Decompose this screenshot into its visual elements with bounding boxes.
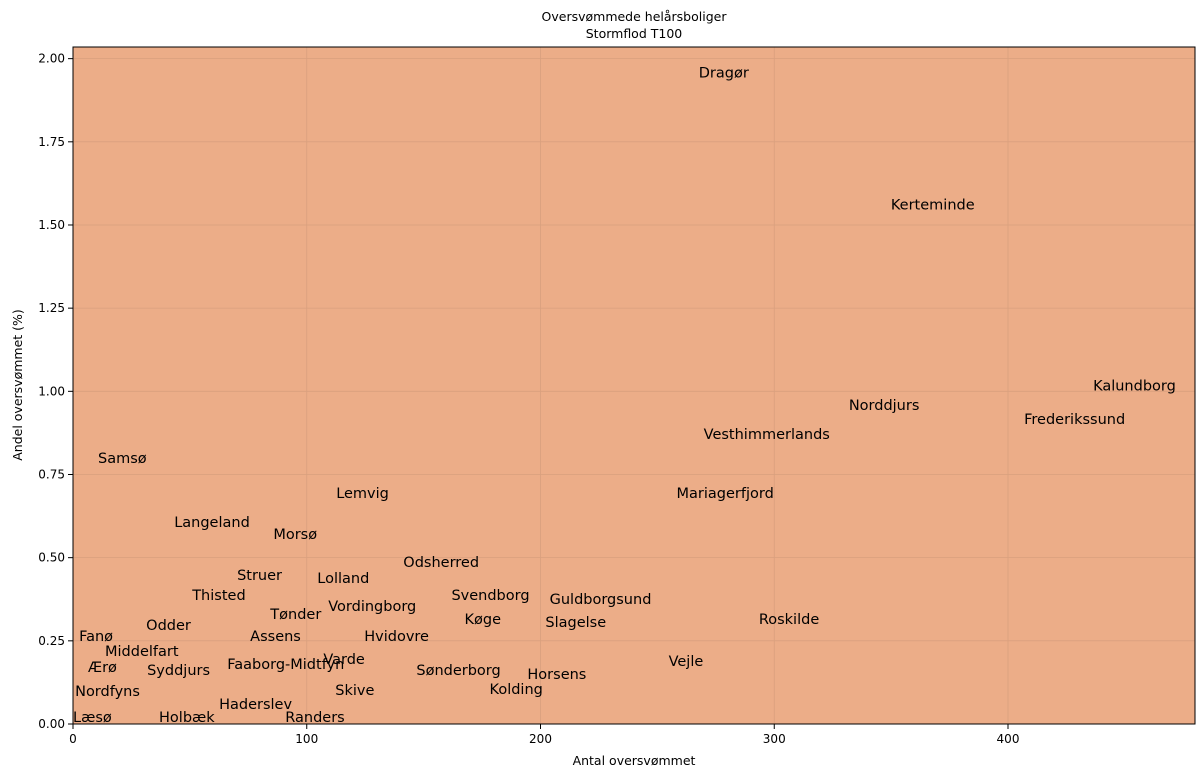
point-label: Varde <box>323 652 365 668</box>
point-label: Struer <box>237 568 282 584</box>
point-label: Guldborgsund <box>550 592 652 608</box>
point-label: Haderslev <box>219 697 292 713</box>
point-label: Køge <box>465 612 502 628</box>
point-label: Roskilde <box>759 612 820 628</box>
point-label: Fanø <box>79 629 113 645</box>
point-label: Syddjurs <box>147 663 210 679</box>
point-label: Morsø <box>273 527 317 543</box>
point-label: Kolding <box>490 682 543 698</box>
chart-subtitle: Stormflod T100 <box>586 26 683 41</box>
y-tick-label: 0.50 <box>38 551 65 565</box>
y-tick-label: 0.75 <box>38 467 65 481</box>
point-label: Læsø <box>73 710 112 726</box>
point-label: Ærø <box>88 660 117 676</box>
point-label: Odsherred <box>403 555 479 571</box>
point-label: Vesthimmerlands <box>704 427 830 443</box>
point-label: Slagelse <box>545 615 606 631</box>
point-label: Kalundborg <box>1093 379 1176 395</box>
point-label: Holbæk <box>159 710 215 726</box>
point-label: Middelfart <box>105 644 179 660</box>
y-tick-label: 0.00 <box>38 717 65 731</box>
x-axis-label: Antal oversvømmet <box>573 753 696 768</box>
point-label: Samsø <box>98 451 147 467</box>
y-tick-label: 1.75 <box>38 135 65 149</box>
point-label: Odder <box>146 618 191 634</box>
point-label: Langeland <box>174 515 250 531</box>
point-label: Assens <box>250 629 301 645</box>
point-label: Lolland <box>317 571 369 587</box>
x-tick-label: 400 <box>997 732 1020 746</box>
point-label: Horsens <box>527 667 586 683</box>
y-tick-label: 1.25 <box>38 301 65 315</box>
point-label: Skive <box>335 683 374 699</box>
y-tick-label: 2.00 <box>38 52 65 66</box>
chart-title: Oversvømmede helårsboliger <box>542 9 728 24</box>
point-label: Lemvig <box>336 486 389 502</box>
point-label: Randers <box>285 710 344 726</box>
point-label: Faaborg-Midtfyn <box>227 657 344 673</box>
point-label: Vordingborg <box>328 599 416 615</box>
point-label: Norddjurs <box>849 398 920 414</box>
x-tick-label: 200 <box>529 732 552 746</box>
y-tick-label: 1.50 <box>38 218 65 232</box>
point-label: Frederikssund <box>1024 412 1125 428</box>
point-label: Dragør <box>699 66 749 82</box>
point-label: Nordfyns <box>75 684 140 700</box>
point-label: Mariagerfjord <box>677 486 774 502</box>
point-label: Thisted <box>191 588 245 604</box>
y-axis-label: Andel oversvømmet (%) <box>10 309 25 461</box>
x-tick-label: 0 <box>69 732 77 746</box>
point-label: Tønder <box>269 607 321 623</box>
point-label: Kerteminde <box>891 198 975 214</box>
point-label: Svendborg <box>451 588 529 604</box>
plot-frame <box>72 46 1196 725</box>
x-tick-label: 300 <box>763 732 786 746</box>
x-tick-label: 100 <box>295 732 318 746</box>
point-label: Vejle <box>669 654 704 670</box>
y-tick-label: 1.00 <box>38 384 65 398</box>
y-tick-label: 0.25 <box>38 634 65 648</box>
point-label: Sønderborg <box>416 663 500 679</box>
plot-area <box>73 47 1195 724</box>
point-label: Hvidovre <box>364 629 429 645</box>
